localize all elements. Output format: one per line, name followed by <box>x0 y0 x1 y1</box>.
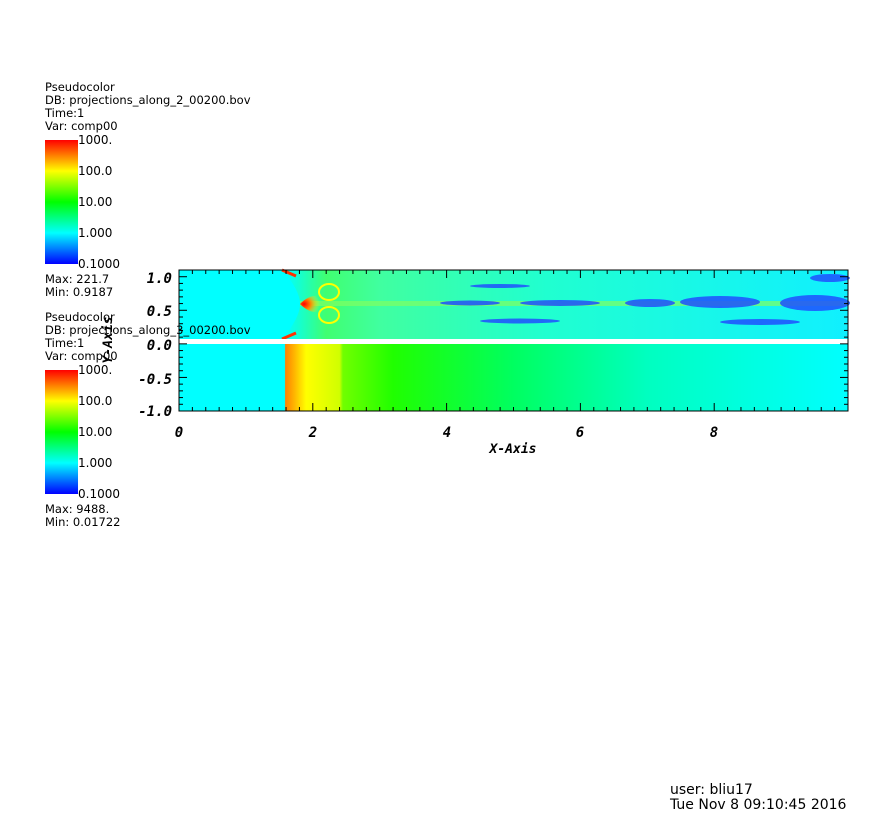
colorbar-tick: 10.00 <box>78 425 113 439</box>
blue-filaments <box>440 274 850 325</box>
loop-lower <box>318 306 340 324</box>
legend-time: Time:1 <box>45 336 85 350</box>
legend-plot-type: Pseudocolor <box>45 310 115 324</box>
colorbar-tick: 1000. <box>78 363 113 377</box>
legend-db: DB: projections_along_2_00200.bov <box>45 93 251 107</box>
legend-min: Min: 0.9187 <box>45 285 114 299</box>
heatmap-top-upstream <box>179 270 300 339</box>
legend-var: Var: comp00 <box>45 119 118 133</box>
colorbar-tick: 1000. <box>78 133 113 147</box>
legend-min: Min: 0.01722 <box>45 515 121 529</box>
legend-max: Max: 221.7 <box>45 272 110 286</box>
shock-edge-bottom <box>281 331 297 341</box>
legend-time: Time:1 <box>45 106 85 120</box>
colorbar-tick: 0.1000 <box>78 487 120 501</box>
colorbar-tick: 10.00 <box>78 195 113 209</box>
heatmap-bottom <box>179 344 848 411</box>
axis-ticks <box>178 269 848 412</box>
colorbar-tick: 0.1000 <box>78 257 120 271</box>
shock-edge-top <box>281 268 297 278</box>
colorbar <box>45 370 78 494</box>
colorbar-tick: 1.000 <box>78 226 113 240</box>
colorbar <box>45 140 78 264</box>
colorbar-tick: 100.0 <box>78 164 113 178</box>
bow-shock <box>300 295 320 313</box>
legend-db: DB: projections_along_3_00200.bov <box>45 323 251 337</box>
legend-max: Max: 9488. <box>45 502 110 516</box>
colorbar-tick: 1.000 <box>78 456 113 470</box>
legend-var: Var: comp00 <box>45 349 118 363</box>
legend-plot-type: Pseudocolor <box>45 80 115 94</box>
colorbar-tick: 100.0 <box>78 394 113 408</box>
timestamp-label: Tue Nov 8 09:10:45 2016 <box>670 797 847 813</box>
loop-upper <box>318 283 340 301</box>
user-label: user: bliu17 <box>670 782 753 798</box>
plot-gap <box>179 339 848 344</box>
